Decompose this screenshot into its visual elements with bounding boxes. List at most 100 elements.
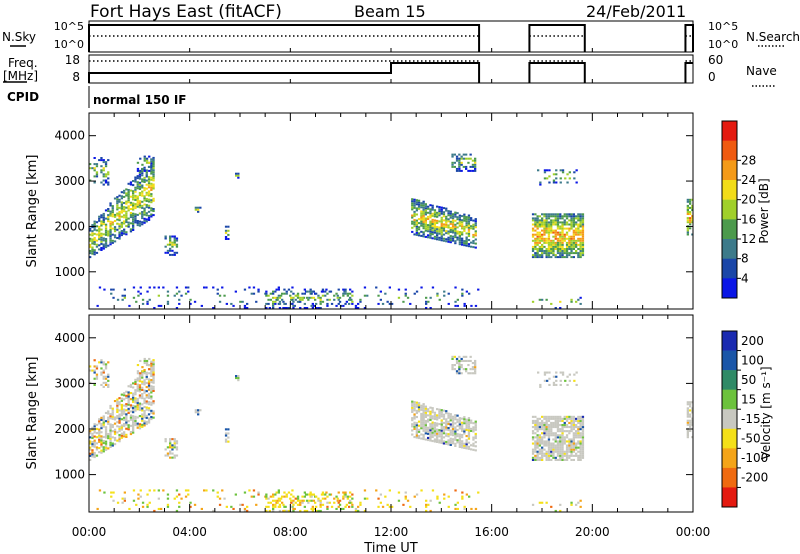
velocity-cell xyxy=(538,426,541,429)
power-cell xyxy=(100,234,103,237)
power-cell xyxy=(132,184,135,187)
power-cell xyxy=(143,203,146,206)
velocity-cell xyxy=(132,489,136,492)
velocity-cell xyxy=(581,442,585,445)
velocity-cell xyxy=(462,359,465,362)
power-cell xyxy=(134,176,137,179)
power-cell xyxy=(265,292,268,295)
power-cell xyxy=(547,237,551,240)
power-cell xyxy=(427,215,430,218)
power-cell xyxy=(420,222,423,225)
velocity-cell xyxy=(461,495,464,498)
velocity-cell xyxy=(429,425,432,428)
velocity-cell xyxy=(150,360,153,363)
velocity-cell xyxy=(381,505,385,508)
power-cell xyxy=(145,161,149,164)
power-cell xyxy=(570,223,573,226)
power-cell xyxy=(449,241,452,244)
velocity-cell xyxy=(98,438,101,441)
power-cell xyxy=(554,248,557,250)
velocity-cell xyxy=(178,501,181,504)
velocity-cell xyxy=(547,440,551,443)
power-cell xyxy=(93,249,96,252)
power-colorbar-swatch xyxy=(722,239,737,259)
power-cell xyxy=(98,236,101,239)
power-cell xyxy=(436,232,439,235)
velocity-cell xyxy=(321,493,325,496)
velocity-cell xyxy=(235,377,238,380)
power-cell xyxy=(531,227,535,230)
velocity-cell xyxy=(120,393,123,396)
power-colorbar-swatch xyxy=(722,258,737,279)
velocity-cell xyxy=(89,448,92,451)
power-cell xyxy=(559,237,562,240)
velocity-cell xyxy=(302,499,305,502)
power-cell xyxy=(148,161,151,164)
velocity-cell xyxy=(143,412,146,415)
velocity-cell xyxy=(143,391,146,394)
power-cell xyxy=(534,245,537,248)
velocity-cell xyxy=(118,401,121,404)
power-cell xyxy=(471,169,475,172)
velocity-cell xyxy=(171,456,174,459)
velocity-cell xyxy=(145,381,148,384)
power-cell xyxy=(150,178,153,181)
power-cell xyxy=(458,157,461,160)
power-cell xyxy=(143,213,146,216)
velocity-cell xyxy=(474,449,477,452)
velocity-cell xyxy=(575,417,578,420)
velocity-cell xyxy=(173,438,176,441)
velocity-cell xyxy=(141,407,144,410)
velocity-cell xyxy=(420,427,423,430)
velocity-cell xyxy=(227,440,230,443)
velocity-cell xyxy=(118,425,121,428)
velocity-cell xyxy=(570,442,573,445)
velocity-cell xyxy=(531,436,535,439)
velocity-cell xyxy=(563,415,566,418)
power-cell xyxy=(456,238,459,241)
power-cell xyxy=(550,248,553,250)
velocity-cell xyxy=(354,509,358,512)
velocity-cell xyxy=(548,371,551,374)
velocity-cell xyxy=(545,424,548,427)
velocity-cell xyxy=(550,428,553,431)
velocity-cell xyxy=(575,432,578,435)
power-cell xyxy=(438,210,441,213)
power-cell xyxy=(197,210,200,213)
velocity-cell xyxy=(248,489,251,492)
velocity-cell xyxy=(548,377,551,380)
power-cell xyxy=(536,237,539,240)
velocity-cell xyxy=(148,364,151,367)
power-cell xyxy=(561,239,564,242)
power-cell xyxy=(199,206,202,209)
velocity-cell xyxy=(157,497,160,500)
velocity-cell xyxy=(123,499,126,502)
power-cell xyxy=(537,169,540,172)
power-cell xyxy=(420,204,423,207)
power-cell xyxy=(427,224,430,227)
x-tick-label: 04:00 xyxy=(172,525,207,539)
velocity-cell xyxy=(447,443,450,446)
power-cell xyxy=(104,223,108,226)
velocity-cell xyxy=(150,379,153,382)
velocity-cell xyxy=(333,497,336,500)
velocity-cell xyxy=(460,364,463,367)
velocity-cell xyxy=(550,458,553,461)
velocity-cell xyxy=(141,366,144,369)
velocity-cell xyxy=(89,365,92,368)
velocity-cell xyxy=(102,369,105,372)
velocity-cell xyxy=(102,440,105,443)
velocity-cell xyxy=(429,427,432,430)
power-cell xyxy=(561,231,564,234)
velocity-cell xyxy=(129,383,133,386)
velocity-cell xyxy=(173,456,176,459)
velocity-cell xyxy=(554,424,557,427)
velocity-cell xyxy=(93,439,96,442)
velocity-cell xyxy=(143,420,146,423)
power-cell xyxy=(146,302,149,305)
velocity-cell xyxy=(104,432,108,435)
velocity-cell xyxy=(424,438,427,441)
velocity-cell xyxy=(169,452,172,455)
power-cell xyxy=(145,191,148,194)
velocity-cell xyxy=(107,373,110,376)
